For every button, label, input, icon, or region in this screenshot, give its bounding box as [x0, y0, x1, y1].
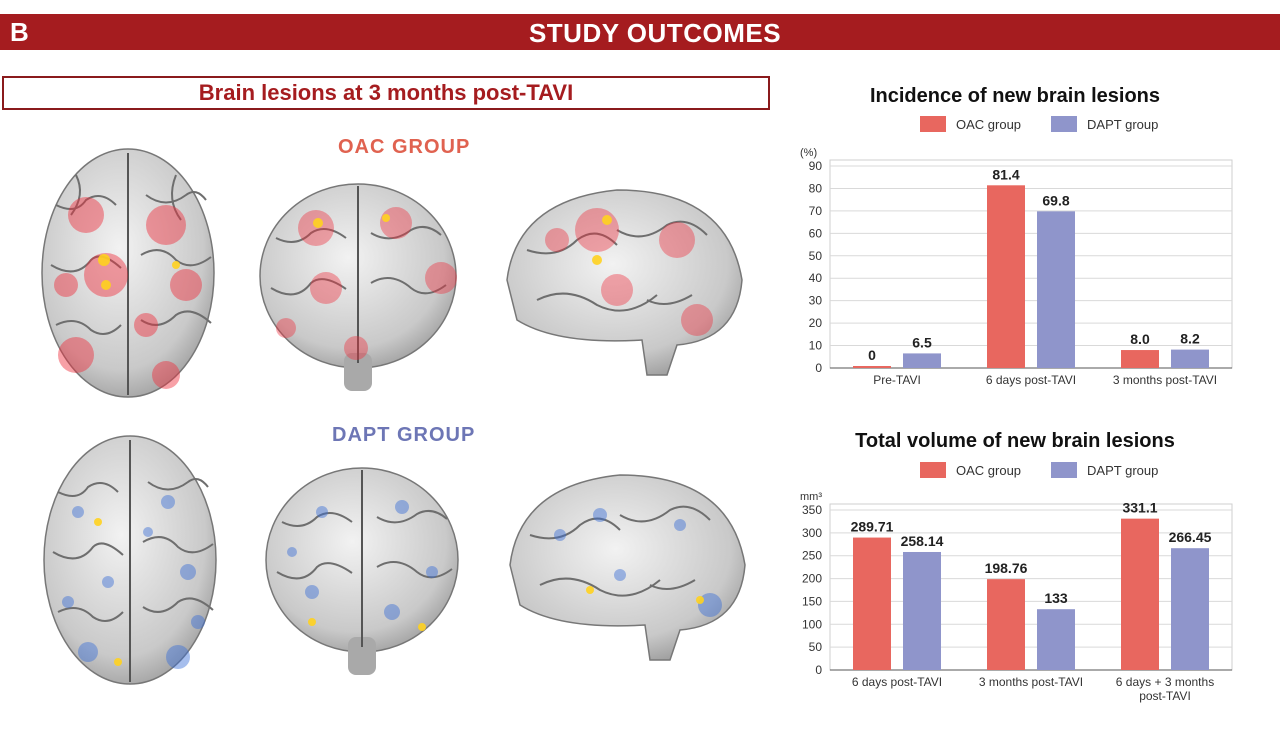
chart1-bar-dapt: [903, 353, 941, 368]
chart2-bar-oac: [987, 579, 1025, 670]
incidence-chart: (%) 0 10 20 30 40 50 60 70 80 90 0 6.5 Pre-TAVI 81.4 69…: [800, 147, 1233, 387]
brain-dapt-side-view: [509, 474, 746, 661]
chart1-ytick-label: 90: [809, 159, 823, 173]
chart2-data-label: 258.14: [901, 533, 944, 549]
dapt-swatch: [1051, 116, 1078, 132]
chart2-data-label: 198.76: [985, 560, 1028, 576]
chart2-xtick-label: post-TAVI: [1139, 689, 1191, 703]
legend-dapt-label: DAPT group: [1087, 462, 1159, 478]
dapt-swatch: [1051, 462, 1078, 478]
chart2-data-label: 289.71: [851, 519, 894, 535]
chart1-legend-oac: OAC group: [920, 116, 1021, 132]
brain-dapt-front-view: [265, 467, 459, 675]
chart1-bar-dapt: [1171, 349, 1209, 368]
chart1-plot-frame: [829, 159, 1233, 369]
brain-dapt-top-view: [43, 435, 217, 685]
chart2-data-label: 266.45: [1169, 529, 1212, 545]
chart2-ytick-label: 300: [802, 526, 822, 540]
chart1-data-label: 69.8: [1042, 192, 1069, 208]
chart2-ytick-label: 250: [802, 549, 822, 563]
brain-oac-front-view: [259, 183, 457, 391]
legend-oac-label: OAC group: [956, 116, 1022, 132]
chart1-xtick-label: Pre-TAVI: [873, 373, 921, 387]
chart1-data-label: 8.0: [1130, 331, 1150, 347]
chart2-ytick-label: 50: [809, 640, 823, 654]
chart1-bar-oac: [987, 185, 1025, 368]
volume-chart: mm³ 0 50 100 150 200 250 300 350 289.71 258.14 6 da…: [800, 491, 1233, 703]
chart2-legend-oac: OAC group: [920, 462, 1021, 478]
chart2-ytick-label: 350: [802, 503, 822, 517]
oac-group-label: OAC GROUP: [338, 136, 471, 158]
dapt-group-label: DAPT GROUP: [332, 424, 476, 446]
brain-oac-side-view: [506, 189, 743, 376]
chart2-bar-dapt: [1171, 548, 1209, 670]
chart1-ytick-label: 60: [809, 226, 823, 240]
chart1-xtick-label: 6 days post-TAVI: [986, 373, 1076, 387]
chart2-bar-oac: [1121, 518, 1159, 670]
chart2-legend-dapt: DAPT group: [1051, 462, 1158, 478]
chart1-data-label: 81.4: [992, 166, 1019, 182]
chart2-xtick-label: 6 days + 3 months: [1116, 675, 1214, 689]
chart2-title: Total volume of new brain lesions: [855, 430, 1175, 452]
oac-swatch: [920, 116, 946, 132]
chart1-ytick-label: 40: [809, 271, 823, 285]
chart1-ytick-label: 20: [809, 316, 823, 330]
chart1-ytick-label: 0: [815, 361, 822, 375]
chart2-xtick-label: 3 months post-TAVI: [979, 675, 1083, 689]
brain-oac-top-view: [41, 148, 215, 398]
chart1-ytick-label: 10: [809, 339, 823, 353]
banner-title: STUDY OUTCOMES: [528, 18, 782, 48]
oac-swatch: [920, 462, 946, 478]
chart2-bar-oac: [853, 537, 891, 670]
panel-letter: B: [10, 17, 29, 47]
chart1-xtick-label: 3 months post-TAVI: [1113, 373, 1217, 387]
chart2-y-unit: mm³: [800, 491, 822, 503]
brain-figure-subtitle: Brain lesions at 3 months post-TAVI: [2, 76, 770, 110]
chart2-bar-dapt: [903, 551, 941, 670]
chart2-data-label: 331.1: [1122, 500, 1157, 516]
chart1-bar-oac: [1121, 350, 1159, 368]
chart1-bar-oac: [853, 366, 891, 368]
chart2-ytick-label: 200: [802, 572, 822, 586]
chart2-bar-dapt: [1037, 609, 1075, 670]
chart1-ytick-label: 80: [809, 181, 823, 195]
chart2-ytick-label: 0: [815, 663, 822, 677]
chart1-ytick-label: 30: [809, 294, 823, 308]
header-banner: B STUDY OUTCOMES: [0, 14, 1280, 50]
chart1-bar-dapt: [1037, 211, 1075, 368]
chart1-legend-dapt: DAPT group: [1051, 116, 1158, 132]
chart1-data-label: 8.2: [1180, 331, 1200, 347]
legend-oac-label: OAC group: [956, 462, 1022, 478]
chart1-data-label: 6.5: [912, 334, 932, 350]
chart2-legend: OAC group DAPT group: [920, 462, 1158, 478]
legend-dapt-label: DAPT group: [1087, 116, 1159, 132]
chart1-y-unit: (%): [800, 147, 817, 159]
chart1-ytick-label: 70: [809, 204, 823, 218]
chart2-ytick-label: 100: [802, 617, 822, 631]
chart1-legend: OAC group DAPT group: [920, 116, 1158, 132]
chart2-data-label: 133: [1044, 590, 1068, 606]
chart1-title: Incidence of new brain lesions: [869, 85, 1161, 107]
chart1-data-label: 0: [868, 347, 876, 363]
chart2-ytick-label: 150: [802, 594, 822, 608]
chart2-xtick-label: 6 days post-TAVI: [852, 675, 942, 689]
chart1-ytick-label: 50: [809, 249, 823, 263]
